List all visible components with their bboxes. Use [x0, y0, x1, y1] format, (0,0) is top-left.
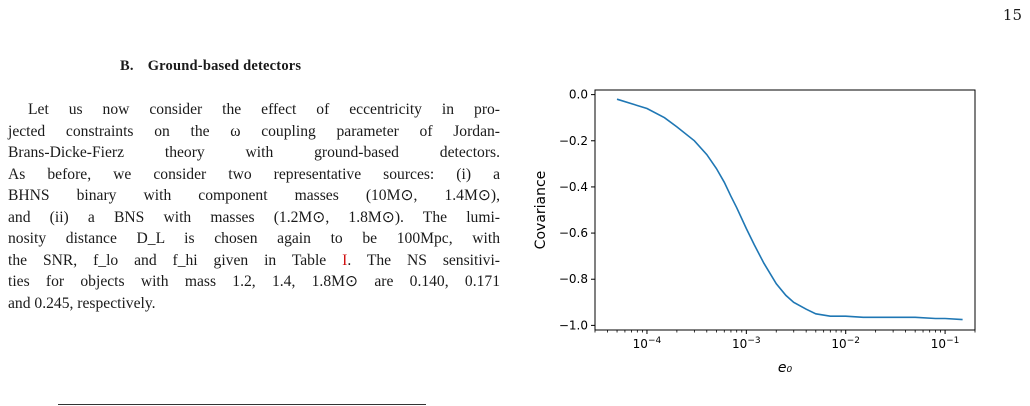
x-tick-label: 10−4 [633, 336, 662, 351]
paragraph-line: the SNR, f_lo and f_hi given in Table I.… [8, 251, 500, 269]
body-paragraph: Let us now consider the effect of eccent… [8, 99, 500, 314]
y-axis-label: Covariance [533, 171, 549, 250]
section-number: B. [120, 58, 134, 74]
y-tick-label: −0.6 [559, 226, 588, 240]
paragraph-line: BHNS binary with component masses (10M⊙,… [8, 187, 500, 204]
paragraph-line: ties for objects with mass 1.2, 1.4, 1.8… [8, 273, 500, 290]
section-heading: B. Ground-based detectors [120, 58, 301, 75]
x-tick-label: 10−3 [732, 336, 761, 351]
covariance-chart: 0.0 −0.2 −0.4 −0.6 −0.8 −1.0 10−4 10−3 10−2 10−1 e… [533, 88, 976, 376]
y-tick-label: −0.8 [559, 272, 588, 286]
paragraph-line: and (ii) a BNS with masses (1.2M⊙, 1.8M⊙… [8, 208, 500, 226]
x-axis-label: e₀ [778, 360, 793, 376]
y-tick-label: −0.4 [559, 180, 588, 194]
x-tick-label: 10−2 [831, 336, 860, 351]
footnote-rule [58, 404, 426, 405]
paragraph-line: nosity distance D_L is chosen again to b… [8, 230, 500, 247]
paragraph-line: Let us now consider the effect of eccent… [28, 101, 500, 118]
page-number: 15 [1002, 6, 1022, 24]
y-tick-label: −0.2 [559, 134, 588, 148]
table-reference-link[interactable]: I [342, 251, 348, 269]
y-tick-label: 0.0 [569, 88, 588, 102]
paragraph-line: As before, we consider two representativ… [8, 165, 500, 183]
plot-frame [594, 89, 976, 331]
covariance-line [616, 98, 963, 321]
paragraph-line: Brans-Dicke-Fierz theory with ground-bas… [8, 144, 500, 161]
paragraph-line: and 0.245, respectively. [8, 294, 156, 312]
y-tick-label: −1.0 [559, 318, 588, 332]
x-tick-label: 10−1 [931, 336, 960, 351]
section-title: Ground-based detectors [147, 58, 302, 74]
paragraph-line: jected constraints on the ω coupling par… [8, 122, 500, 140]
